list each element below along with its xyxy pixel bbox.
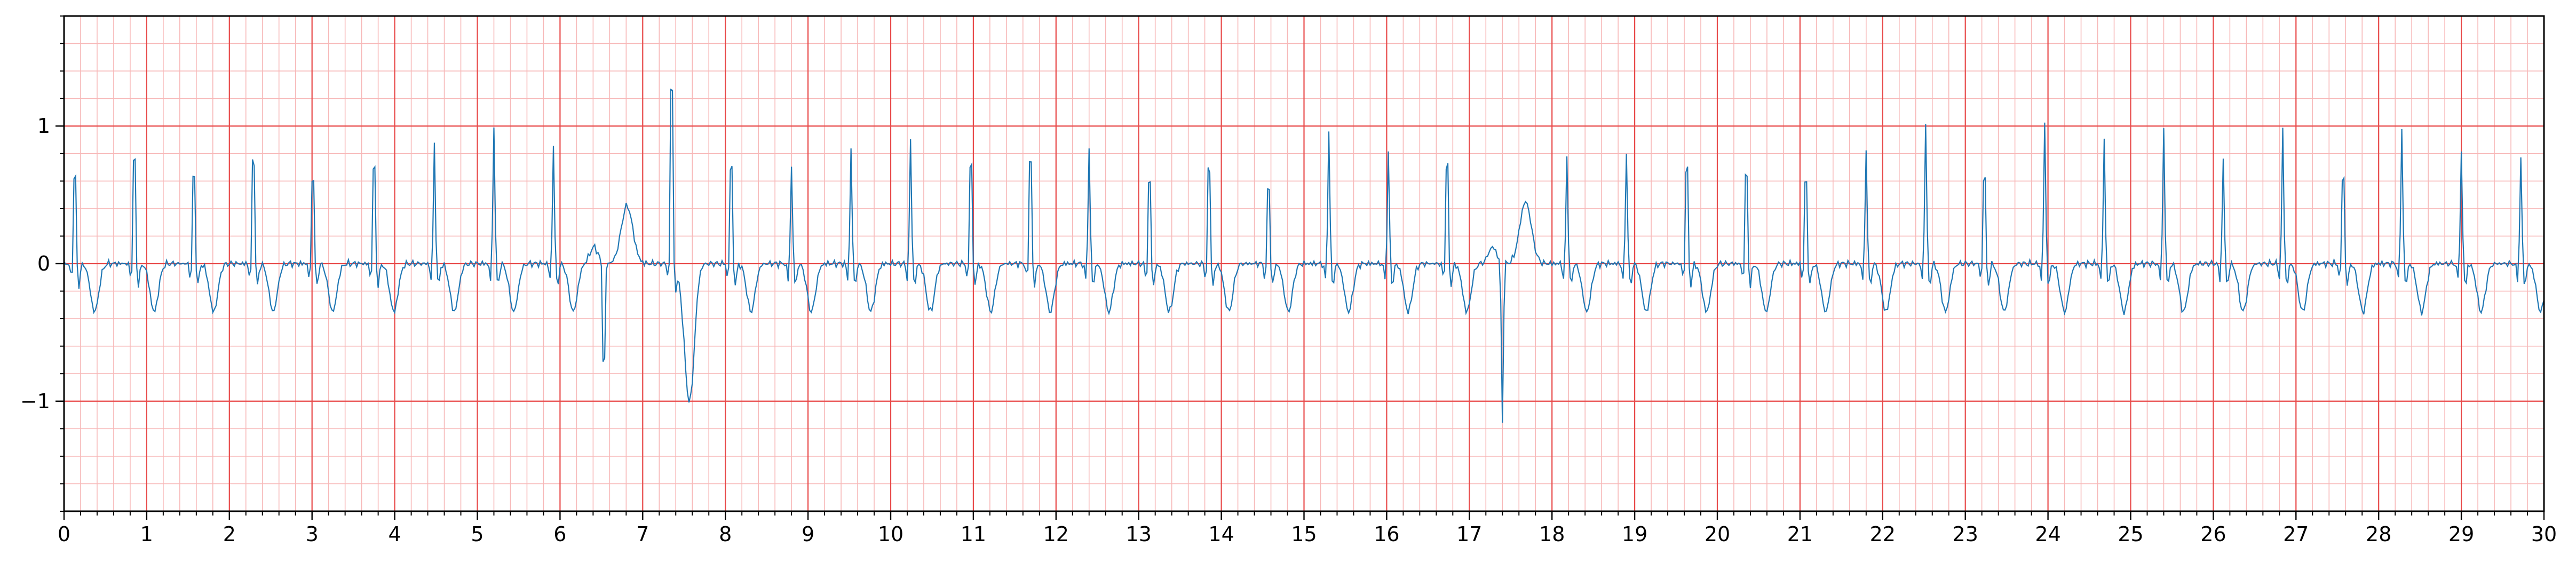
x-tick-label: 4 (389, 522, 401, 546)
x-tick-label: 5 (471, 522, 484, 546)
x-tick-label: 23 (1953, 522, 1978, 546)
x-tick-label: 27 (2283, 522, 2309, 546)
x-tick-label: 8 (719, 522, 732, 546)
x-tick-label: 11 (961, 522, 986, 546)
x-tick-label: 30 (2531, 522, 2557, 546)
x-axis: 0 1 2 3 4 5 6 7 8 9 10 11 12 13 14 15 16 17 18 19 20 21 22 23 24… (58, 511, 2557, 546)
x-tick-label: 24 (2035, 522, 2060, 546)
x-tick-label: 10 (878, 522, 903, 546)
x-tick-label: 19 (1622, 522, 1647, 546)
x-tick-label: 28 (2366, 522, 2391, 546)
x-tick-label: 15 (1291, 522, 1317, 546)
major-grid (63, 16, 2545, 511)
x-tick-label: 2 (223, 522, 236, 546)
x-tick-label: 3 (306, 522, 319, 546)
x-tick-label: 18 (1539, 522, 1565, 546)
x-tick-label: 25 (2118, 522, 2143, 546)
x-tick-label: 7 (636, 522, 649, 546)
x-tick-label: 16 (1374, 522, 1399, 546)
x-tick-label: 6 (553, 522, 566, 546)
x-tick-label: 26 (2200, 522, 2226, 546)
x-tick-label: 1 (140, 522, 153, 546)
plot-area (64, 88, 2544, 423)
x-tick-label: 13 (1126, 522, 1152, 546)
y-tick-label: 1 (37, 114, 50, 138)
x-tick-label: 22 (1870, 522, 1896, 546)
x-tick-label: 20 (1705, 522, 1730, 546)
x-tick-label: 14 (1208, 522, 1234, 546)
x-tick-label: 12 (1043, 522, 1069, 546)
y-axis: −1 0 1 (20, 15, 64, 512)
x-tick-label: 0 (58, 522, 70, 546)
ecg-trace (64, 88, 2544, 423)
x-tick-label: 21 (1787, 522, 1813, 546)
y-tick-label: −1 (20, 390, 50, 413)
x-tick-label: 17 (1456, 522, 1482, 546)
x-tick-label: 9 (802, 522, 814, 546)
y-tick-label: 0 (37, 252, 50, 275)
x-tick-label: 29 (2448, 522, 2474, 546)
